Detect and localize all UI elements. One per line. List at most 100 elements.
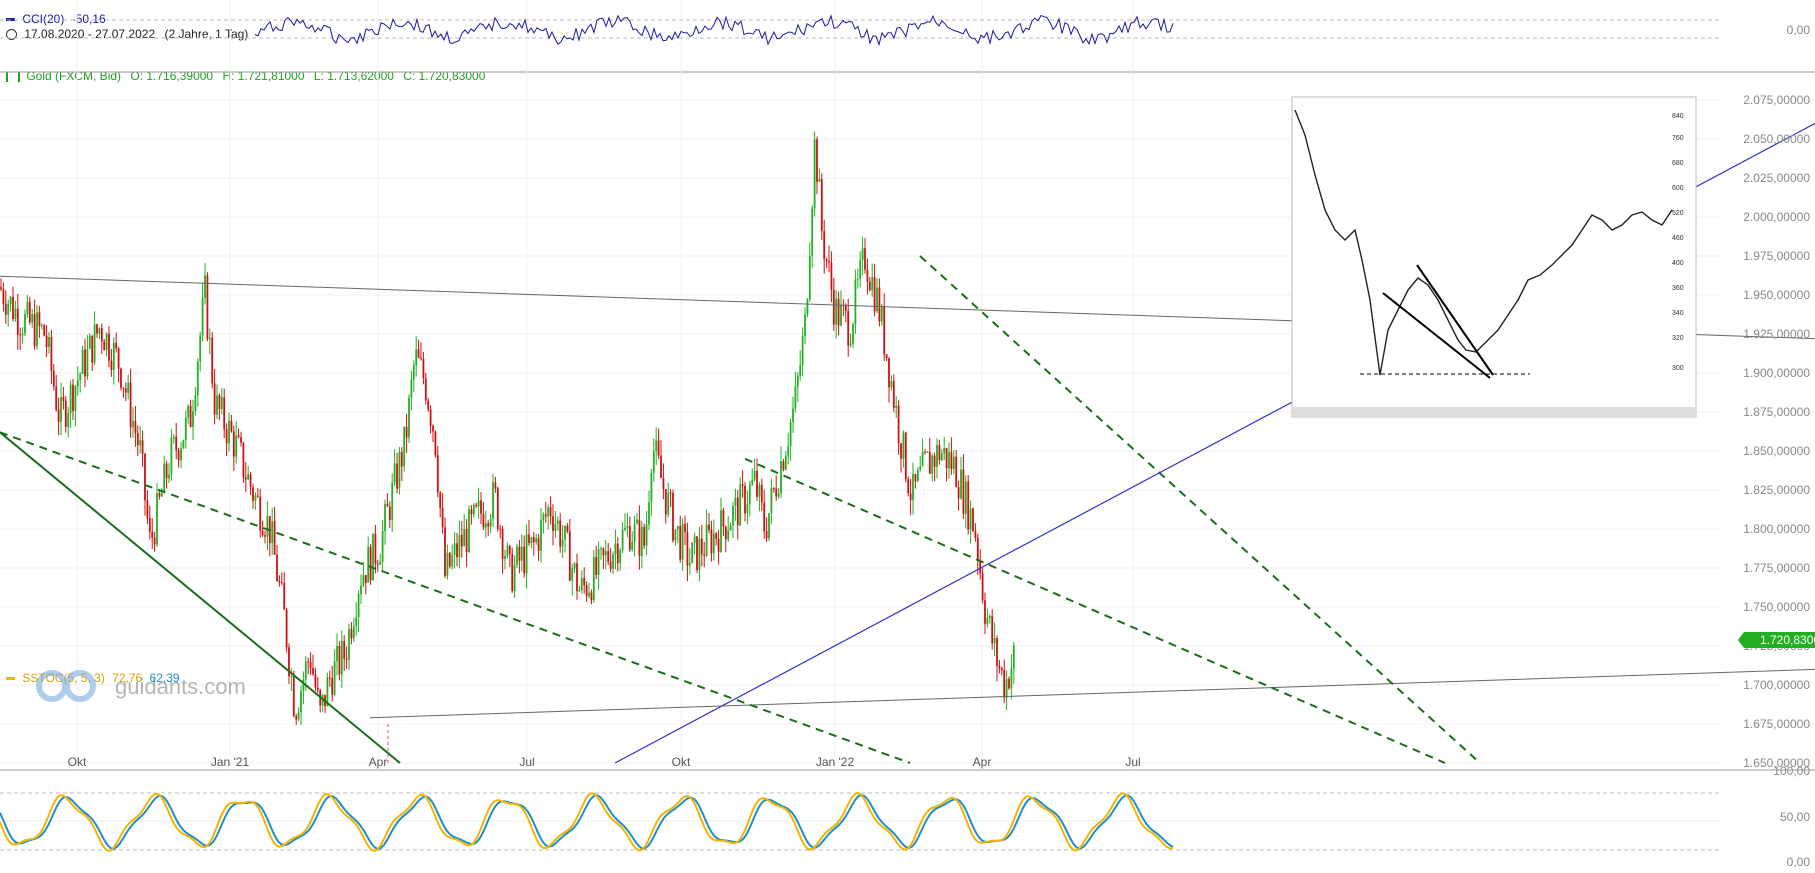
candle-body — [110, 360, 113, 370]
svg-text:520: 520 — [1672, 210, 1684, 217]
candle-body — [458, 534, 461, 558]
candle-body — [408, 397, 410, 438]
candle-body — [381, 530, 384, 562]
candle-body — [350, 629, 353, 639]
time-tick-label: Jan '21 — [211, 755, 250, 769]
candle-body — [616, 543, 619, 564]
candle-body — [508, 545, 511, 555]
candle-body — [338, 645, 341, 675]
candle-body — [669, 492, 672, 494]
candle-body — [468, 509, 470, 552]
candle-body — [609, 561, 612, 569]
candle-body — [357, 594, 360, 618]
candle-body — [309, 661, 312, 669]
candle-body — [652, 451, 655, 473]
candle-body — [48, 336, 50, 347]
inset-wedge-line-2 — [1416, 264, 1494, 376]
candle-body — [105, 333, 108, 351]
candle-body — [960, 469, 962, 499]
candle-body — [595, 556, 598, 575]
candle-body — [758, 484, 761, 497]
candle-body — [537, 538, 540, 551]
candle-body — [189, 405, 192, 427]
candle-body — [628, 526, 631, 550]
candle-body — [31, 314, 34, 323]
candle-body — [451, 554, 454, 567]
candle-body — [26, 301, 29, 315]
candle-body — [746, 504, 749, 514]
candle-body — [832, 289, 835, 325]
candle-body — [513, 565, 516, 592]
candle-body — [367, 546, 370, 583]
price-tick-label: 2.075,00000 — [1743, 93, 1810, 107]
candle-body — [847, 311, 850, 346]
svg-text:300: 300 — [1672, 365, 1684, 372]
candle-body — [732, 505, 734, 526]
candle-body — [184, 417, 187, 441]
candle-body — [146, 500, 149, 518]
candle-body — [67, 413, 70, 428]
candle-body — [787, 446, 790, 457]
candle-body — [252, 487, 254, 501]
candle-body — [698, 538, 701, 571]
price-tick-label: 1.925,00000 — [1743, 327, 1810, 341]
candle-body — [571, 568, 574, 581]
candle-body — [871, 277, 874, 291]
candle-body — [984, 600, 986, 624]
price-tick-label: 2.000,00000 — [1743, 210, 1810, 224]
candle-body — [643, 527, 646, 546]
candle-body — [4, 303, 7, 315]
candle-body — [444, 527, 446, 576]
time-axis: Okt Jan '21 Apr Jul Okt Jan '22 Apr Jul — [68, 755, 1141, 769]
candle-body — [136, 433, 139, 446]
candle-body — [621, 529, 624, 551]
candle-body — [717, 538, 720, 552]
candle-body — [1000, 667, 1003, 671]
candle-body — [763, 502, 766, 532]
stoch-legend-swatch — [6, 677, 15, 681]
candle-body — [168, 474, 170, 479]
candle-body — [470, 509, 473, 515]
candle-body — [477, 500, 480, 507]
candle-body — [748, 484, 751, 505]
candle-body — [672, 492, 674, 541]
candle-body — [314, 674, 317, 688]
candle-body — [220, 397, 223, 410]
candle-body — [866, 269, 869, 282]
candle-body — [1005, 679, 1008, 698]
candle-body — [16, 308, 19, 335]
candle-body — [422, 358, 425, 379]
candle-body — [420, 357, 422, 359]
candle-body — [636, 519, 638, 524]
candle-body — [57, 409, 60, 422]
candle-body — [292, 676, 295, 717]
candle-body — [69, 384, 72, 414]
candle-body — [948, 452, 950, 469]
candle-body — [938, 445, 941, 461]
candle-body — [712, 533, 715, 554]
candle-body — [216, 395, 218, 415]
candle-body — [703, 554, 706, 556]
candle-body — [247, 474, 250, 480]
candle-body — [631, 541, 634, 550]
candle-body — [890, 380, 893, 388]
candle-body — [592, 556, 595, 601]
candle-body — [384, 504, 386, 531]
candle-body — [722, 510, 725, 527]
candle-body — [624, 527, 626, 530]
candle-body — [504, 556, 506, 560]
candle-body — [933, 455, 936, 467]
candle-body — [909, 493, 912, 501]
candle-body — [840, 304, 842, 326]
candle-body — [280, 581, 283, 584]
candle-body — [38, 312, 41, 327]
candle-body — [775, 488, 778, 497]
candle-body — [535, 538, 538, 543]
candle-body — [254, 495, 257, 501]
cci-panel: 0,00 — [0, 14, 1810, 47]
candle-body — [986, 618, 989, 624]
inset-bottom-bar — [1292, 407, 1696, 417]
candle-body — [885, 354, 888, 358]
candle-body — [180, 448, 182, 461]
